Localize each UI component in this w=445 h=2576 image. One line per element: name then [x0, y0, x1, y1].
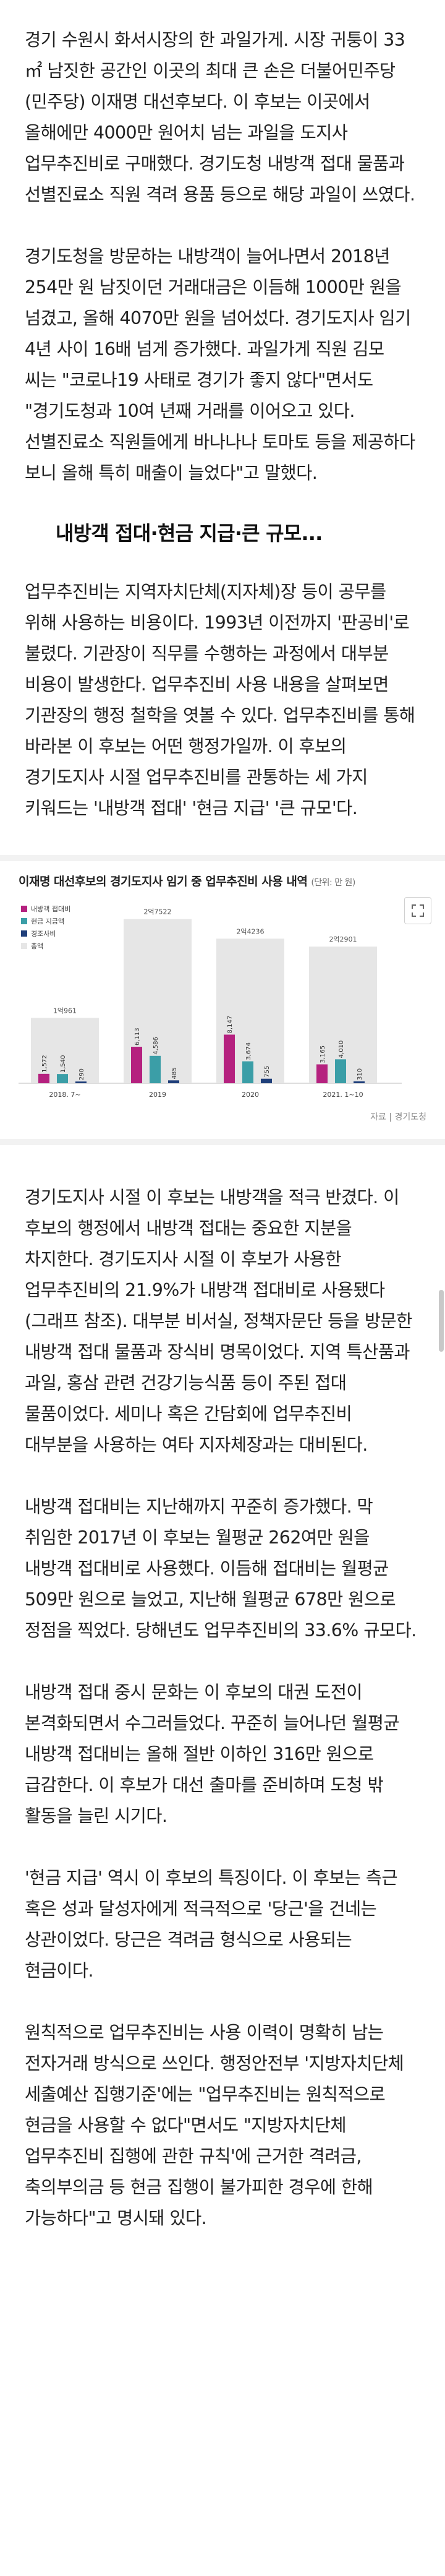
paragraph-8: 원칙적으로 업무추진비는 사용 이력이 명확히 남는 전자거래 방식으로 쓰인다…	[25, 2022, 404, 2228]
value-label: 755	[264, 1066, 271, 1078]
total-label: 2억2901	[329, 935, 357, 943]
legend-label: 경조사비	[31, 930, 56, 938]
section-subheading: 내방객 접대·현금 지급·큰 규모...	[56, 522, 323, 545]
chart-unit: (단위: 만 원)	[311, 878, 355, 888]
article-body: 경기 수원시 화서시장의 한 과일가게. 시장 귀퉁이 33㎡ 남짓한 공간인 …	[0, 30, 445, 2228]
legend-swatch	[21, 930, 27, 937]
total-bar	[31, 1018, 99, 1083]
category-label: 2019	[149, 1091, 166, 1099]
page-scrollbar[interactable]	[439, 1290, 444, 1352]
total-label: 2억7522	[143, 908, 171, 916]
chart-figure: 이재명 대선후보의 경기도지사 임기 중 업무추진비 사용 내역 (단위: 만 원…	[0, 855, 445, 1145]
paragraph-3: 업무추진비는 지역자치단체(지자체)장 등이 공무를 위해 사용하는 비용이다.…	[25, 582, 415, 818]
series-bar	[354, 1081, 365, 1083]
series-bar	[38, 1073, 49, 1083]
series-bar	[131, 1047, 142, 1083]
paragraph-1: 경기 수원시 화서시장의 한 과일가게. 시장 귀퉁이 33㎡ 남짓한 공간인 …	[25, 30, 415, 205]
legend-swatch	[21, 943, 27, 949]
value-label: 310	[357, 1068, 363, 1080]
value-label: 485	[171, 1067, 178, 1079]
series-bar	[150, 1055, 161, 1083]
paragraph-7: '현금 지급' 역시 이 후보의 특징이다. 이 후보는 측근 혹은 성과 달성…	[25, 1868, 398, 1981]
legend-swatch	[21, 906, 27, 912]
paragraph-4: 경기도지사 시절 이 후보는 내방객을 적극 반겼다. 이 후보의 행정에서 내…	[25, 1187, 412, 1455]
value-label: 1,540	[60, 1055, 67, 1073]
legend-label: 내방객 접대비	[31, 905, 70, 913]
legend-label: 현금 지급액	[31, 917, 64, 925]
value-label: 4,586	[153, 1037, 159, 1055]
total-label: 1억961	[53, 1007, 77, 1015]
series-bar	[261, 1078, 272, 1083]
legend-label: 총액	[31, 942, 43, 950]
value-label: 4,010	[338, 1041, 345, 1058]
value-label: 3,674	[245, 1042, 252, 1060]
category-label: 2021. 1~10	[323, 1091, 363, 1099]
legend-swatch	[21, 918, 27, 924]
value-label: 6,113	[134, 1028, 141, 1045]
series-bar	[242, 1061, 253, 1083]
value-label: 290	[78, 1068, 85, 1080]
series-bar	[316, 1064, 328, 1083]
series-bar	[335, 1059, 346, 1083]
series-bar	[57, 1074, 68, 1083]
paragraph-5: 내방객 접대비는 지난해까지 꾸준히 증가했다. 막 취임한 2017년 이 후…	[25, 1496, 417, 1641]
series-bar	[75, 1081, 87, 1083]
category-label: 2018. 7~	[49, 1091, 80, 1099]
value-label: 3,165	[320, 1045, 326, 1063]
total-label: 2억4236	[236, 927, 264, 935]
series-bar	[224, 1034, 235, 1083]
paragraph-6: 내방객 접대 중시 문화는 이 후보의 대권 도전이 본격화되면서 수그러들었다…	[25, 1682, 400, 1826]
category-label: 2020	[242, 1091, 259, 1099]
value-label: 1,572	[41, 1055, 48, 1073]
series-bar	[168, 1080, 179, 1083]
value-label: 8,147	[227, 1016, 234, 1034]
chart-title-text: 이재명 대선후보의 경기도지사 임기 중 업무추진비 사용 내역	[19, 875, 308, 888]
paragraph-2: 경기도청을 방문하는 내방객이 늘어나면서 2018년 254만 원 남짓이던 …	[25, 246, 415, 483]
chart-source: 자료 | 경기도청	[370, 1112, 426, 1122]
chart-title: 이재명 대선후보의 경기도지사 임기 중 업무추진비 사용 내역 (단위: 만 원…	[19, 872, 426, 889]
expand-image-button[interactable]	[404, 897, 431, 924]
expand-icon	[412, 904, 424, 917]
